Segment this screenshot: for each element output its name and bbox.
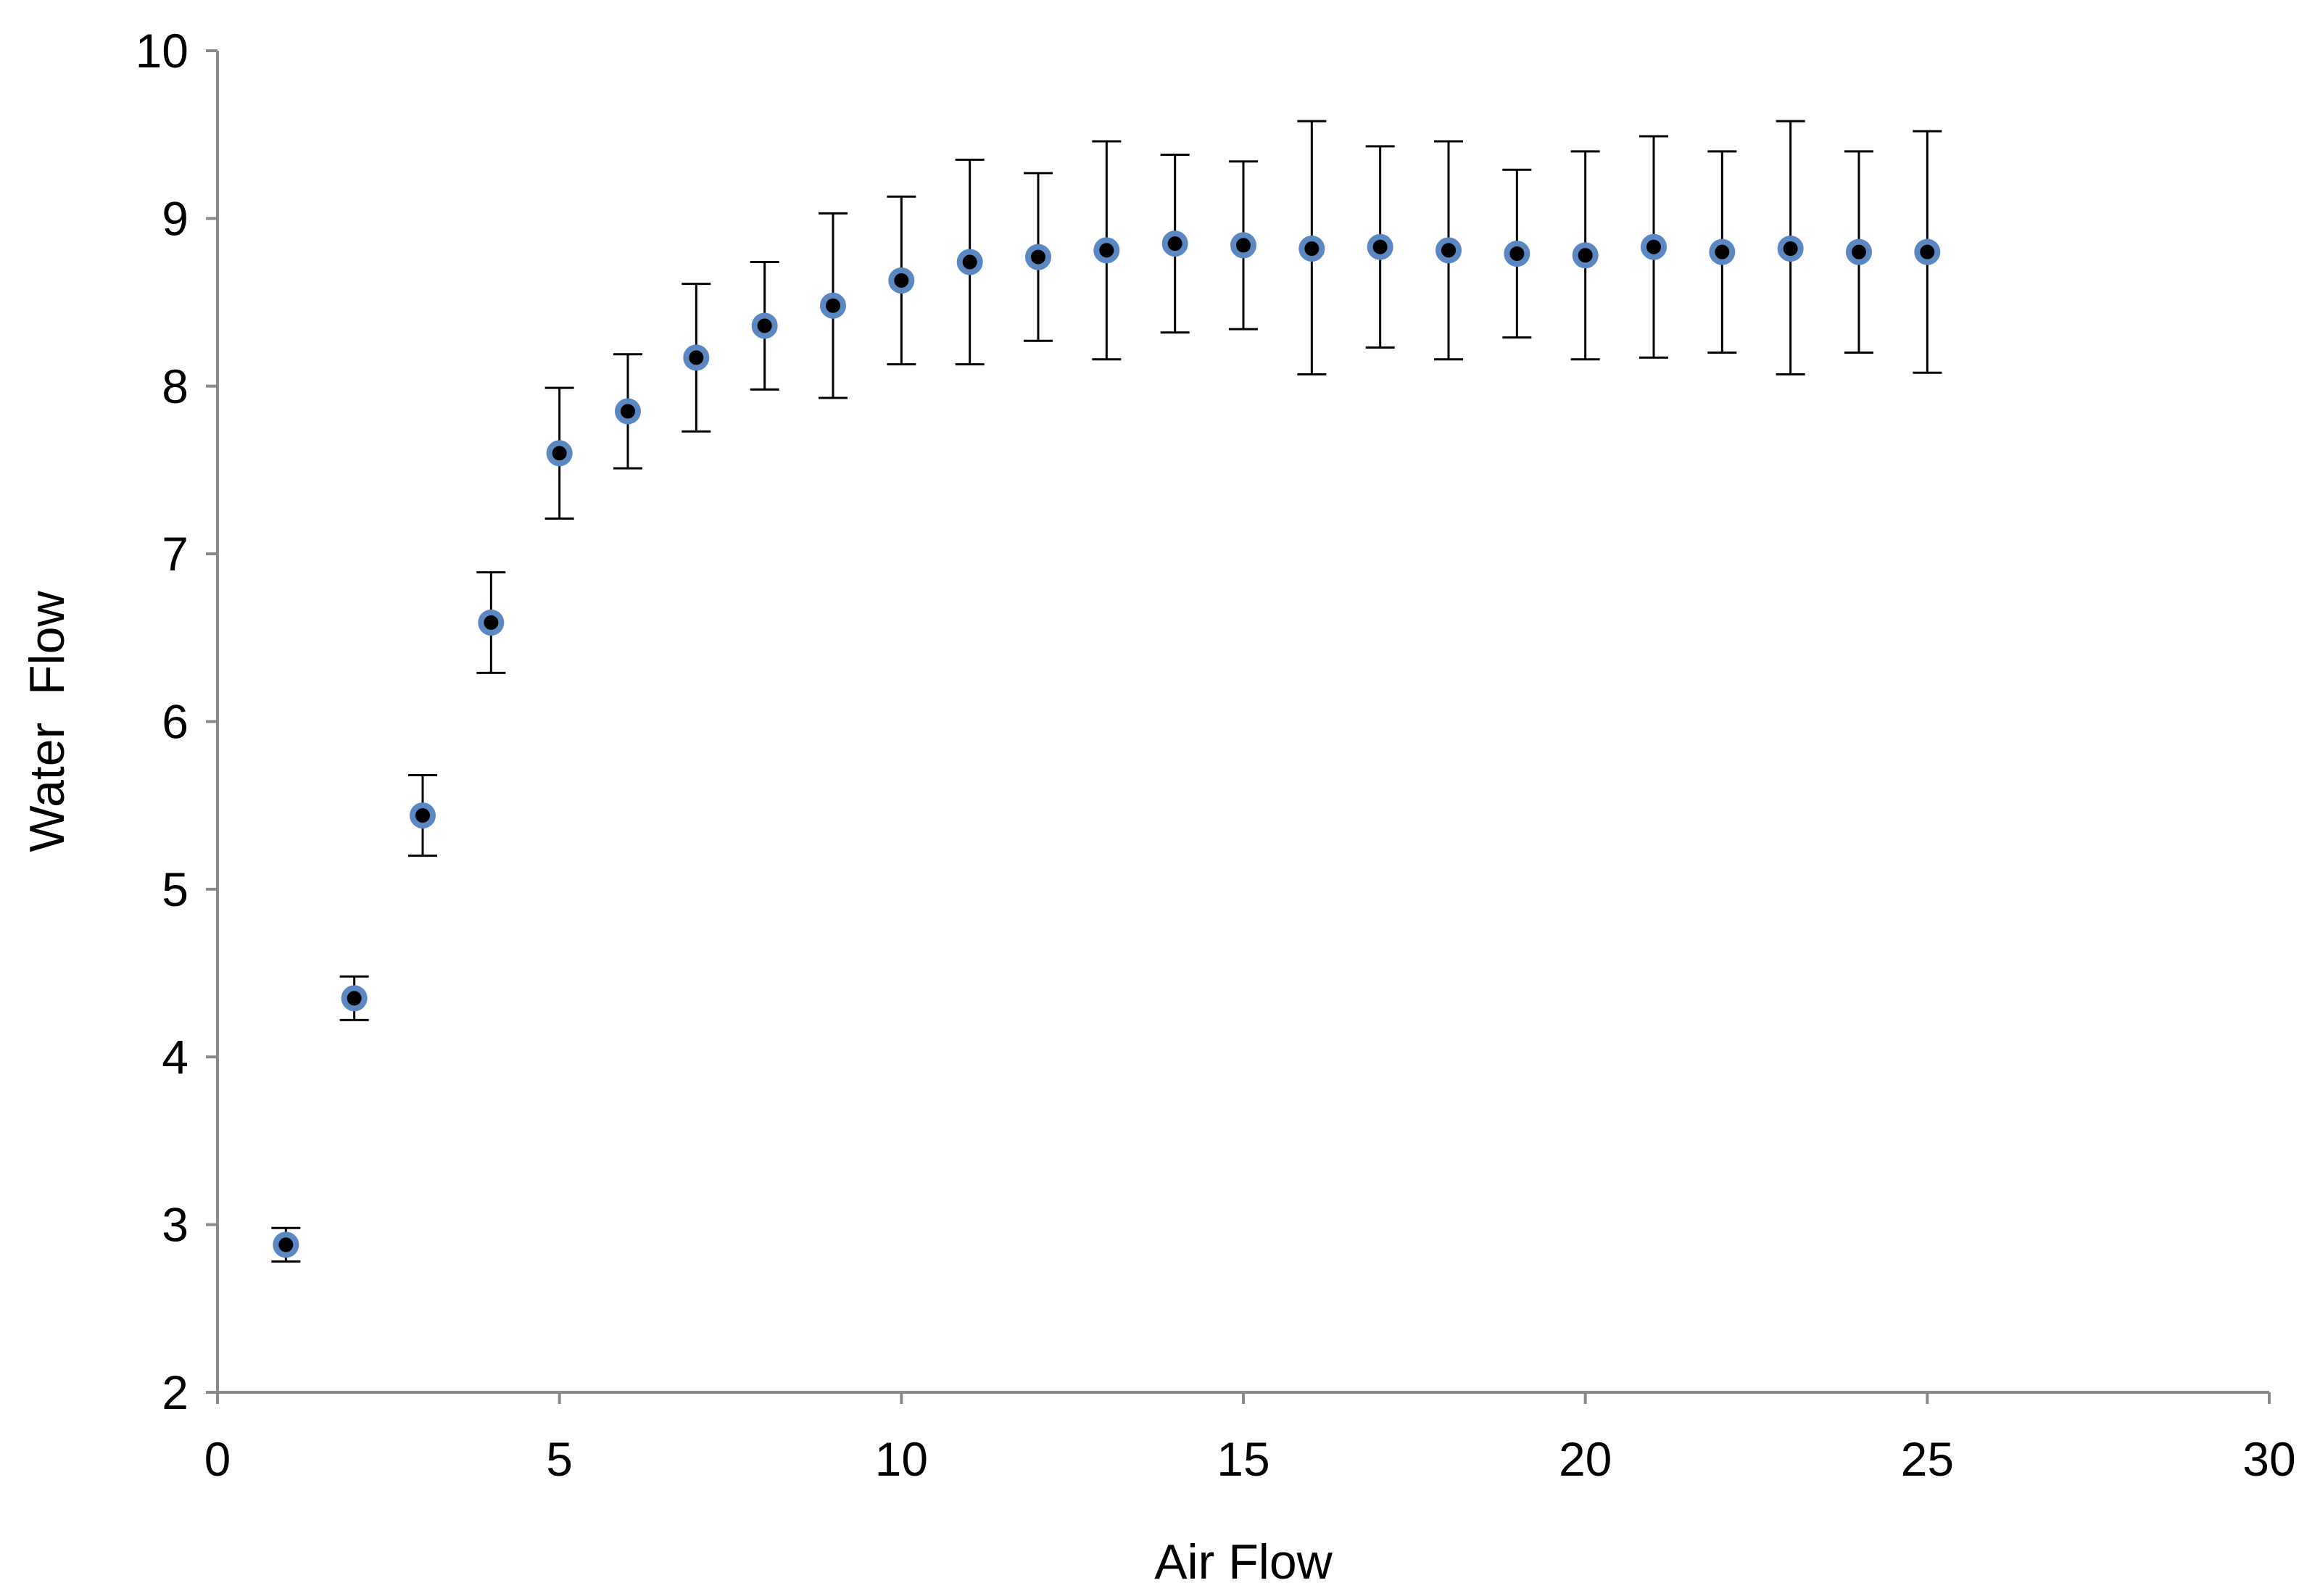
data-points [273,230,1941,1258]
ticks: 0 5 10 15 20 25 30 2 3 4 5 6 7 8 9 10 [136,24,2296,1486]
data-point [1709,238,1736,265]
data-point [956,249,983,275]
data-point [1025,244,1051,270]
x-tick-label: 0 [204,1432,231,1486]
data-point [273,1231,299,1258]
y-tick-label: 2 [162,1366,188,1419]
x-axis-title: Air Flow [1154,1534,1333,1589]
y-tick-label: 4 [162,1030,188,1084]
data-point [1367,233,1393,260]
data-point [1161,230,1188,257]
data-point [683,344,710,371]
data-point [888,267,915,294]
data-point [1230,232,1256,259]
x-tick-label: 5 [546,1432,573,1486]
x-tick-label: 30 [2242,1432,2295,1486]
data-point [341,985,368,1012]
y-tick-label: 3 [162,1198,188,1252]
data-point [410,802,436,829]
y-tick-label: 9 [162,191,188,245]
y-tick-label: 8 [162,359,188,413]
data-point [1572,242,1599,269]
data-point [820,292,846,319]
data-point [1504,240,1530,267]
data-point [1093,237,1120,264]
data-point [1298,236,1325,262]
data-point [1914,238,1941,265]
y-tick-label: 10 [136,24,188,78]
y-tick-label: 5 [162,863,188,916]
x-tick-label: 10 [875,1432,928,1486]
data-point [751,312,778,339]
data-point [1777,236,1804,262]
data-point [478,609,505,636]
y-axis-title: Water Flow [20,591,75,852]
data-point [1846,238,1872,265]
x-tick-label: 20 [1559,1432,1612,1486]
data-point [615,398,641,425]
x-tick-label: 15 [1217,1432,1269,1486]
data-point [1641,233,1667,260]
y-tick-label: 6 [162,695,188,749]
y-tick-label: 7 [162,527,188,581]
data-point [546,440,573,467]
data-point [1436,237,1462,264]
error-bars [271,120,1942,1263]
x-tick-label: 25 [1901,1432,1954,1486]
